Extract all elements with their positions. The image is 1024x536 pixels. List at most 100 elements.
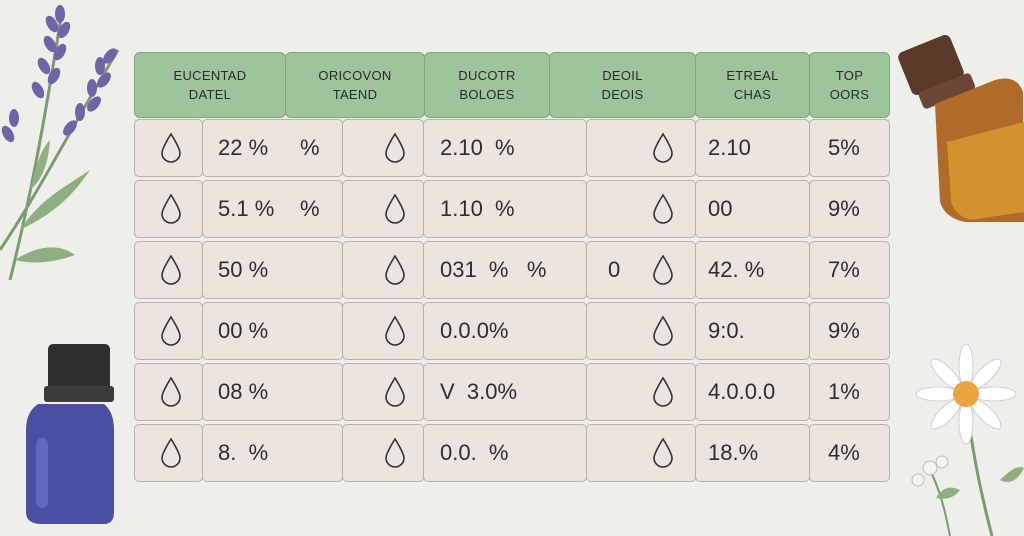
lavender-sprig-icon [0, 5, 120, 281]
droplet-icon [160, 254, 182, 286]
cell-value: 9% [828, 318, 860, 343]
header-ducotr: DUCOTR BOLOES [424, 52, 550, 118]
cell-value: 00 [708, 196, 733, 221]
cell-value: 5% [828, 135, 860, 160]
cell-value: % [300, 135, 320, 160]
cell-value: 0.0. % [440, 440, 509, 465]
table-cell [423, 424, 587, 482]
droplet-icon [652, 315, 674, 347]
table-cell [809, 241, 890, 299]
table-cell [202, 241, 343, 299]
droplet-icon [384, 254, 406, 286]
table-row: 22 %% 2.10 % 2.10 5% [134, 119, 890, 177]
blue-bottle-icon [26, 344, 114, 524]
table-cell [586, 424, 696, 482]
droplet-icon [384, 376, 406, 408]
header-line2: DATEL [188, 87, 232, 102]
cell-value: 4% [828, 440, 860, 465]
header-deoil: DEOIL DEOIS [549, 52, 696, 118]
cell-value: 5.1 % [218, 196, 275, 221]
droplet-icon [652, 376, 674, 408]
droplet-icon [160, 315, 182, 347]
amber-bottle-icon [898, 34, 1024, 222]
table-cell [695, 241, 810, 299]
table-row: 00 % 0.0.0% 9:0. 9% [134, 302, 890, 360]
cell-value: 2.10 [708, 135, 751, 160]
cell-value: 2.10 % [440, 135, 515, 160]
table-cell [586, 241, 696, 299]
cell-value: 9:0. [708, 318, 745, 343]
header-line2: DEOIS [601, 87, 644, 102]
droplet-icon [384, 193, 406, 225]
header-line1: ORICOVON [318, 68, 392, 83]
droplet-icon [384, 315, 406, 347]
cell-value: 42. % [708, 257, 765, 282]
table-cell [134, 241, 203, 299]
table-row: 50 % 031 % % 0 42. % 7% [134, 241, 890, 299]
header-line1: TOP [835, 68, 864, 83]
table-cell [809, 363, 890, 421]
cell-value: 4.0.0.0 [708, 379, 776, 404]
header-line1: ETREAL [726, 68, 779, 83]
table-row: 08 % V 3.0% 4.0.0.0 1% [134, 363, 890, 421]
cell-value: 8. % [218, 440, 269, 465]
chamomile-flower-icon [911, 343, 1024, 536]
table-cell [586, 180, 696, 238]
cell-value: 1.10 % [440, 196, 515, 221]
table-cell [586, 363, 696, 421]
table-cell [809, 180, 890, 238]
droplet-icon [652, 254, 674, 286]
table-cell [695, 180, 810, 238]
table-cell [423, 302, 587, 360]
cell-value: 9% [828, 196, 860, 221]
header-line1: DEOIL [602, 68, 643, 83]
table-cell [202, 302, 343, 360]
droplet-icon [160, 437, 182, 469]
droplet-icon [160, 193, 182, 225]
table-cell [695, 302, 810, 360]
cell-value: 0.0.0% [440, 318, 509, 343]
cell-value: 00 % [218, 318, 269, 343]
cell-value: 1% [828, 379, 860, 404]
table-cell [342, 424, 424, 482]
cell-value: V 3.0% [440, 379, 518, 404]
header-line2: TAEND [332, 87, 378, 102]
table-cell [423, 180, 587, 238]
oil-dilution-table: EUCENTAD DATEL ORICOVON TAEND DUCOTR BOL… [134, 52, 890, 484]
table-cell [202, 119, 343, 177]
cell-value: 18.% [708, 440, 759, 465]
droplet-icon [160, 132, 182, 164]
table-cell [695, 424, 810, 482]
droplet-icon [652, 132, 674, 164]
droplet-icon [384, 132, 406, 164]
table-row: 5.1 %% 1.10 % 00 9% [134, 180, 890, 238]
header-top: TOP OORS [809, 52, 890, 118]
table-cell [695, 363, 810, 421]
table-cell [586, 302, 696, 360]
table-cell [202, 363, 343, 421]
table-cell [586, 119, 696, 177]
table-cell [134, 119, 203, 177]
table-cell [809, 424, 890, 482]
table-cell [342, 363, 424, 421]
table-cell [342, 241, 424, 299]
cell-value: % [300, 196, 320, 221]
droplet-icon [384, 437, 406, 469]
table-cell [202, 424, 343, 482]
table-cell [342, 302, 424, 360]
table-cell [423, 241, 587, 299]
table-cell [809, 302, 890, 360]
table-cell [134, 363, 203, 421]
table-cell [809, 119, 890, 177]
header-eucentad: EUCENTAD DATEL [134, 52, 286, 118]
cell-value: 08 % [218, 379, 269, 404]
droplet-icon [652, 437, 674, 469]
header-line2: CHAS [733, 87, 772, 102]
table-cell [423, 363, 587, 421]
table-header-row: EUCENTAD DATEL ORICOVON TAEND DUCOTR BOL… [134, 52, 890, 118]
header-line2: BOLOES [459, 87, 515, 102]
cell-value: 0 [608, 257, 621, 282]
table-row: 8. % 0.0. % 18.% 4% [134, 424, 890, 482]
table-cell [342, 119, 424, 177]
header-line2: OORS [829, 87, 870, 102]
